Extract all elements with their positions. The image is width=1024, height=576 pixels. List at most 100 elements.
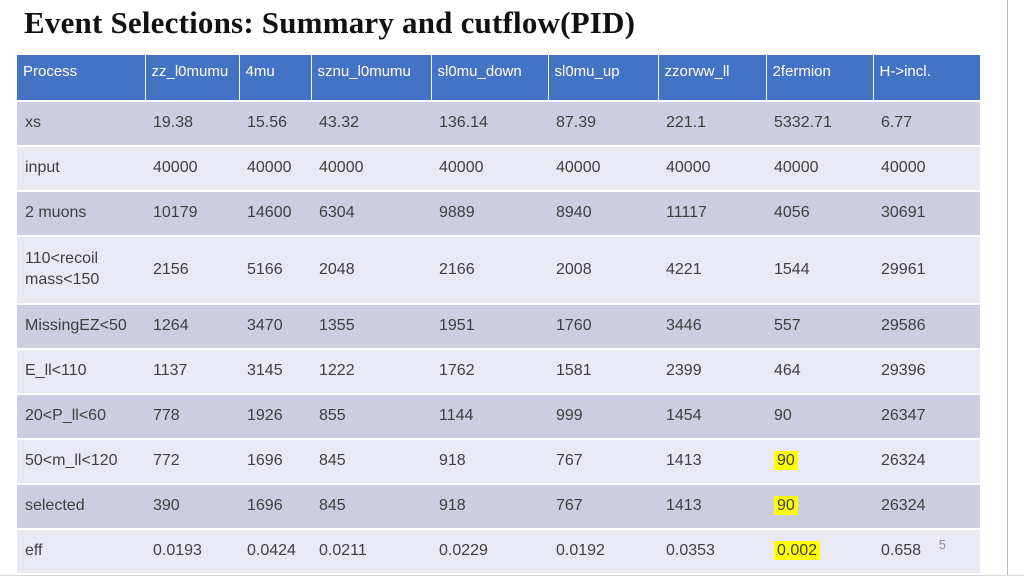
- table-cell: 918: [431, 438, 548, 485]
- table-cell: 15.56: [239, 101, 311, 147]
- table-cell: 8940: [548, 191, 658, 237]
- table-cell: 1144: [431, 393, 548, 440]
- table-cell: 14600: [239, 191, 311, 237]
- table-cell: 1696: [239, 483, 311, 530]
- table-cell: 11117: [658, 191, 766, 237]
- column-header: sl0mu_down: [431, 55, 549, 102]
- table-cell: 6.77: [873, 101, 980, 147]
- column-header: Process: [17, 55, 146, 102]
- table-cell: 464: [766, 348, 873, 395]
- table-cell: 9889: [431, 191, 548, 237]
- table-row: 2 muons 10179 14600 6304 9889 8940 11117 4056 30…: [17, 191, 980, 237]
- row-label: 2 muons: [17, 191, 145, 237]
- table-cell: 40000: [873, 146, 980, 192]
- table-cell: 6304: [311, 191, 431, 237]
- table-cell: 2156: [145, 236, 239, 305]
- slide-title: Event Selections: Summary and cutflow(PI…: [24, 5, 636, 40]
- table-cell: 90: [766, 393, 873, 440]
- table-row: xs 19.38 15.56 43.32 136.14 87.39 221.1 5332.71…: [17, 101, 980, 147]
- table-cell: 1926: [239, 393, 311, 440]
- table-cell: 855: [311, 393, 431, 440]
- table-row: eff 0.0193 0.0424 0.0211 0.0229 0.0192 0.0353 0…: [17, 528, 980, 576]
- table-cell: 30691: [873, 191, 980, 237]
- table-row: 50<m_ll<120 772 1696 845 918 767 1413 90 26324: [17, 438, 980, 485]
- column-header: zzorww_ll: [658, 55, 767, 102]
- highlighted-value: 90: [774, 451, 798, 471]
- table-cell: 772: [145, 438, 239, 485]
- table-cell: 2048: [311, 236, 431, 305]
- table-cell: 40000: [145, 146, 239, 192]
- table-cell: 26347: [873, 393, 980, 440]
- table-cell: 1951: [431, 303, 548, 350]
- table-cell: 1222: [311, 348, 431, 395]
- row-label: MissingEZ<50: [17, 303, 145, 350]
- table-cell: 43.32: [311, 101, 431, 147]
- table-cell: 2008: [548, 236, 658, 305]
- column-header: sznu_l0mumu: [311, 55, 432, 102]
- table-cell: 778: [145, 393, 239, 440]
- row-label: E_ll<110: [17, 348, 145, 395]
- table-cell: 136.14: [431, 101, 548, 147]
- table-row: input 40000 40000 40000 40000 40000 40000 40000…: [17, 146, 980, 192]
- table-cell: 845: [311, 483, 431, 530]
- table-cell: 40000: [239, 146, 311, 192]
- table-cell: 1413: [658, 483, 766, 530]
- table-cell: 1581: [548, 348, 658, 395]
- table-cell: 3446: [658, 303, 766, 350]
- column-header: sl0mu_up: [548, 55, 659, 102]
- column-header: H->incl.: [873, 55, 980, 102]
- table-cell: 90: [766, 483, 873, 530]
- table-cell: 29961: [873, 236, 980, 305]
- table-cell: 87.39: [548, 101, 658, 147]
- table-cell: 0.0353: [658, 528, 766, 576]
- table-row: selected 390 1696 845 918 767 1413 90 26324: [17, 483, 980, 530]
- row-label: selected: [17, 483, 145, 530]
- table-cell: 0.0192: [548, 528, 658, 576]
- table-row: 20<P_ll<60 778 1926 855 1144 999 1454 90 26347: [17, 393, 980, 440]
- row-label: input: [17, 146, 145, 192]
- table-cell: 90: [766, 438, 873, 485]
- table-cell: 26324: [873, 438, 980, 485]
- table-cell: 1355: [311, 303, 431, 350]
- table-cell: 1544: [766, 236, 873, 305]
- highlighted-value: 0.002: [774, 541, 821, 561]
- table-cell: 29586: [873, 303, 980, 350]
- table-cell: 10179: [145, 191, 239, 237]
- column-header: zz_l0mumu: [145, 55, 240, 102]
- cutflow-table: Process zz_l0mumu 4mu sznu_l0mumu sl0mu_down…: [17, 55, 980, 576]
- table-cell: 0.0211: [311, 528, 431, 576]
- table-cell: 3470: [239, 303, 311, 350]
- table-cell: 999: [548, 393, 658, 440]
- table-cell: 40000: [766, 146, 873, 192]
- table-cell: 40000: [548, 146, 658, 192]
- table-cell: 19.38: [145, 101, 239, 147]
- table-cell: 0.0193: [145, 528, 239, 576]
- table-cell: 0.002: [766, 528, 873, 576]
- table-cell: 390: [145, 483, 239, 530]
- column-header: 2fermion: [766, 55, 874, 102]
- table-body: xs 19.38 15.56 43.32 136.14 87.39 221.1 5332.71…: [17, 101, 980, 576]
- table-cell: 40000: [311, 146, 431, 192]
- table-cell: 5332.71: [766, 101, 873, 147]
- slide-right-edge: [1007, 0, 1008, 576]
- table-cell: 918: [431, 483, 548, 530]
- row-label: 20<P_ll<60: [17, 393, 145, 440]
- table-cell: 1454: [658, 393, 766, 440]
- table-cell: 557: [766, 303, 873, 350]
- table-cell: 29396: [873, 348, 980, 395]
- row-label: eff: [17, 528, 145, 576]
- row-label: xs: [17, 101, 145, 147]
- table-cell: 0.658: [873, 528, 980, 576]
- table-cell: 40000: [658, 146, 766, 192]
- table-row: 110<recoil mass<150 2156 5166 2048 2166 2008 4…: [17, 236, 980, 305]
- table-cell: 2399: [658, 348, 766, 395]
- table-cell: 845: [311, 438, 431, 485]
- table-cell: 1696: [239, 438, 311, 485]
- row-label: 110<recoil mass<150: [17, 236, 145, 305]
- table-cell: 26324: [873, 483, 980, 530]
- table-cell: 4056: [766, 191, 873, 237]
- table-cell: 3145: [239, 348, 311, 395]
- table-row: MissingEZ<50 1264 3470 1355 1951 1760 3446 557 2…: [17, 303, 980, 350]
- page-number: 5: [938, 537, 946, 552]
